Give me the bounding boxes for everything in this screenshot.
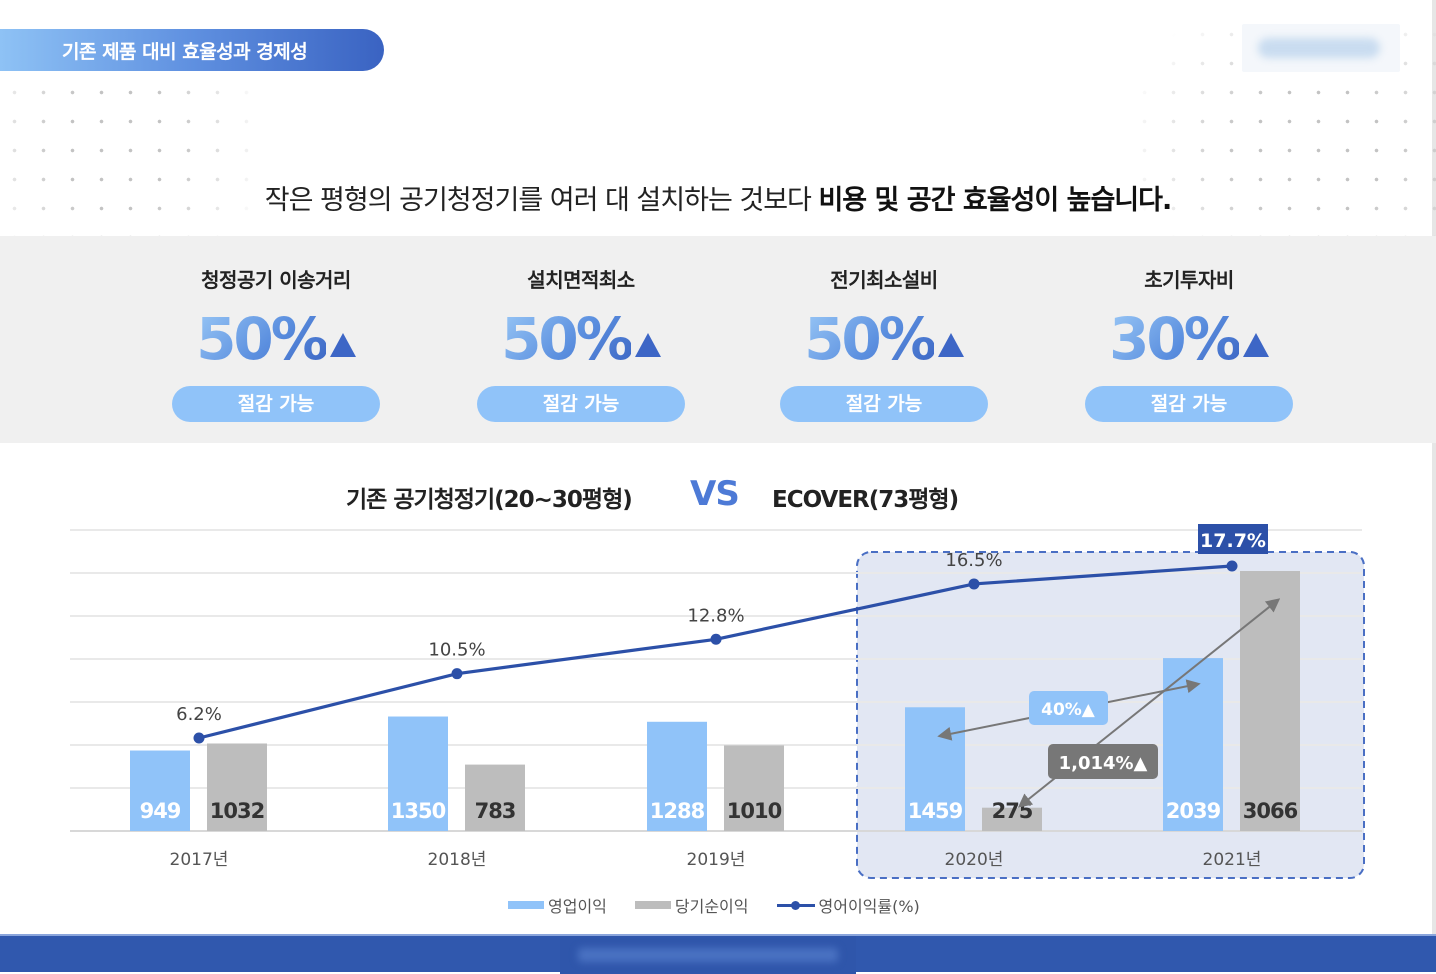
stat-card-airflow: 청정공기 이송거리 50% 절감 가능 — [146, 264, 406, 422]
legend-swatch-blue — [508, 901, 544, 909]
stat-badge: 절감 가능 — [780, 386, 988, 422]
bar-value-label: 1032 — [210, 799, 264, 823]
comparison-right: ECOVER(73평형) — [772, 487, 959, 513]
stat-value: 50% — [196, 305, 329, 373]
chart-legend: 영업이익 당기순이익 영어이익률(%) — [508, 893, 920, 917]
stat-value: 30% — [1109, 305, 1242, 373]
vs-label: VS — [690, 474, 740, 514]
headline: 작은 평형의 공기청정기를 여러 대 설치하는 것보다 비용 및 공간 효율성이… — [0, 178, 1436, 217]
comparison-left: 기존 공기청정기(20~30평형) — [346, 487, 633, 513]
stat-badge: 절감 가능 — [477, 386, 685, 422]
bar-net-income — [207, 743, 267, 831]
legend-swatch-gray — [634, 901, 671, 909]
x-axis-label: 2017년 — [170, 850, 229, 870]
profit-chart: 949 1032 2017년 1350 783 2018년 1288 1010 2019년 145… — [0, 520, 1436, 890]
stat-badge: 절감 가능 — [172, 386, 380, 422]
up-triangle-icon — [634, 333, 661, 357]
chart-canvas: 949 1032 2017년 1350 783 2018년 1288 1010 2019년 145… — [70, 524, 1365, 879]
highlight-label-box — [1198, 524, 1268, 554]
bar-value-label: 1010 — [727, 799, 782, 823]
logo — [1242, 24, 1400, 72]
bar-value-label: 783 — [475, 799, 516, 823]
stat-label: 초기투자비 — [1144, 268, 1234, 292]
up-triangle-icon — [1242, 333, 1269, 357]
stat-label: 청정공기 이송거리 — [201, 268, 351, 292]
footer-bar — [0, 934, 1436, 974]
headline-bold: 비용 및 공간 효율성이 높습니다. — [818, 185, 1172, 216]
margin-point — [1226, 560, 1238, 572]
bar-value-label: 1350 — [391, 799, 446, 823]
legend-item-net: 당기순이익 — [634, 893, 749, 917]
x-axis-label: 2020년 — [945, 850, 1004, 870]
bar-net-income — [465, 764, 525, 831]
growth-badge-net-text: 1,014%▲ — [1059, 753, 1148, 774]
stat-card-electric: 전기최소설비 50% 절감 가능 — [754, 264, 1014, 422]
margin-point — [968, 578, 980, 590]
bar-value-label: 275 — [992, 799, 1033, 823]
bar-value-label: 1288 — [650, 799, 705, 823]
stat-value: 50% — [501, 305, 634, 373]
highlight-label: 17.7% — [1200, 530, 1266, 552]
x-axis-label: 2018년 — [428, 850, 487, 870]
stat-badge: 절감 가능 — [1085, 386, 1293, 422]
margin-label: 16.5% — [945, 550, 1002, 571]
legend-label: 영어이익률(%) — [818, 897, 920, 916]
margin-label: 6.2% — [176, 704, 222, 725]
stat-value: 50% — [804, 305, 937, 373]
growth-badge-operating-text: 40%▲ — [1041, 700, 1096, 720]
bar-value-label: 3066 — [1243, 799, 1298, 823]
bar-net-income — [1240, 571, 1300, 831]
bar-net-income — [724, 745, 784, 831]
legend-line-marker-icon — [776, 900, 815, 910]
legend-label: 당기순이익 — [674, 897, 749, 916]
bar-operating-profit — [130, 750, 190, 831]
bar-operating-profit — [388, 716, 448, 831]
up-triangle-icon — [329, 333, 356, 357]
comparison-title: 기존 공기청정기(20~30평형) VS ECOVER(73평형) — [0, 474, 1436, 514]
legend-item-operating: 영업이익 — [508, 893, 607, 917]
margin-point — [193, 732, 205, 744]
stat-card-area: 설치면적최소 50% 절감 가능 — [451, 264, 711, 422]
section-title-banner: 기존 제품 대비 효율성과 경제성 — [0, 29, 384, 71]
margin-label: 12.8% — [687, 605, 744, 626]
growth-badge-net — [1048, 744, 1158, 779]
bar-operating-profit — [647, 721, 707, 831]
section-title: 기존 제품 대비 효율성과 경제성 — [62, 40, 308, 63]
margin-label: 10.5% — [428, 640, 485, 661]
bar-value-label: 949 — [140, 799, 181, 823]
bar-value-label: 1459 — [908, 799, 963, 823]
x-axis-label: 2021년 — [1203, 850, 1262, 870]
legend-label: 영업이익 — [548, 897, 607, 916]
stat-card-investment: 초기투자비 30% 절감 가능 — [1059, 264, 1319, 422]
bar-net-income — [982, 807, 1042, 831]
stat-label: 전기최소설비 — [830, 268, 938, 292]
up-triangle-icon — [937, 333, 964, 357]
bar-value-label: 2039 — [1166, 799, 1221, 823]
growth-badge-operating — [1029, 691, 1108, 725]
stat-label: 설치면적최소 — [527, 268, 635, 292]
headline-normal: 작은 평형의 공기청정기를 여러 대 설치하는 것보다 — [264, 185, 819, 216]
footer-blurred-text — [560, 936, 856, 974]
margin-point — [451, 668, 463, 680]
margin-point — [710, 633, 722, 645]
page-edge — [1432, 0, 1436, 934]
x-axis-label: 2019년 — [687, 850, 746, 870]
legend-item-margin: 영어이익률(%) — [776, 893, 920, 917]
